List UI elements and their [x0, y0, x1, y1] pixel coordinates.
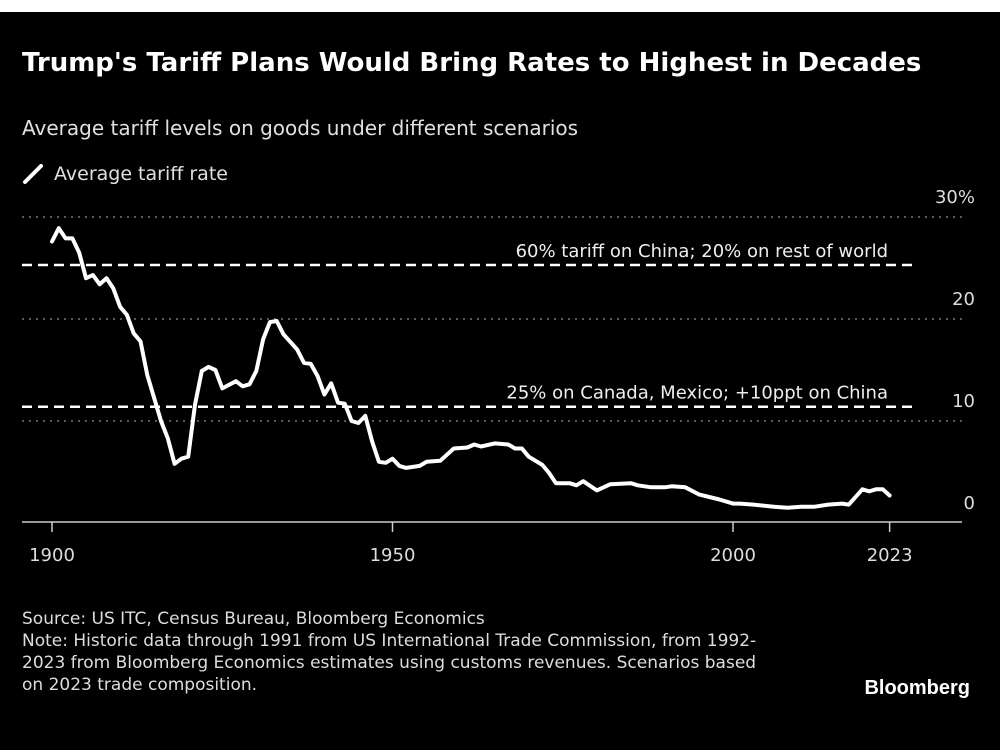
chart-subtitle: Average tariff levels on goods under dif…: [22, 116, 579, 140]
x-tick-label: 2023: [867, 545, 913, 566]
x-tick-label: 1950: [370, 545, 416, 566]
y-tick-label: 0: [964, 493, 975, 514]
source-text: Source: US ITC, Census Bureau, Bloomberg…: [22, 609, 485, 629]
series-line-average-tariff-rate: [50, 226, 892, 510]
note-text: Note: Historic data through 1991 from US…: [22, 631, 757, 695]
x-tick-label: 2000: [710, 545, 756, 566]
legend-label: Average tariff rate: [54, 163, 228, 185]
y-tick-label: 20: [952, 289, 975, 310]
legend-line-icon: [23, 164, 43, 184]
legend: Average tariff rate: [22, 163, 228, 185]
y-tick-label: 10: [952, 391, 975, 412]
y-tick-label: 30%: [935, 187, 975, 208]
footer: Source: US ITC, Census Bureau, Bloomberg…: [22, 608, 782, 696]
x-tick-label: 1900: [29, 545, 75, 566]
chart-title: Trump's Tariff Plans Would Bring Rates t…: [22, 48, 922, 78]
scenario-label: 25% on Canada, Mexico; +10ppt on China: [506, 383, 888, 404]
bloomberg-logo: Bloomberg: [864, 677, 970, 699]
scenario-label: 60% tariff on China; 20% on rest of worl…: [516, 241, 888, 262]
chart-card: Trump's Tariff Plans Would Bring Rates t…: [0, 12, 1000, 750]
